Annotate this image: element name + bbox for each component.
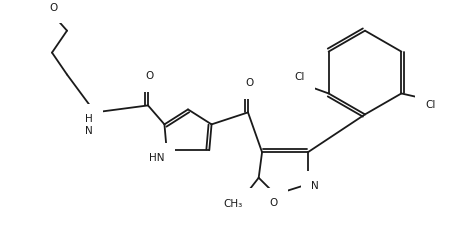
Text: O: O — [269, 198, 277, 208]
Text: O: O — [145, 71, 153, 82]
Text: H
N: H N — [85, 114, 93, 136]
Text: Cl: Cl — [294, 72, 304, 82]
Text: Cl: Cl — [425, 100, 436, 110]
Text: CH₃: CH₃ — [224, 199, 243, 209]
Text: O: O — [49, 3, 57, 13]
Text: O: O — [245, 78, 253, 88]
Text: HN: HN — [149, 153, 165, 163]
Text: N: N — [311, 181, 319, 191]
